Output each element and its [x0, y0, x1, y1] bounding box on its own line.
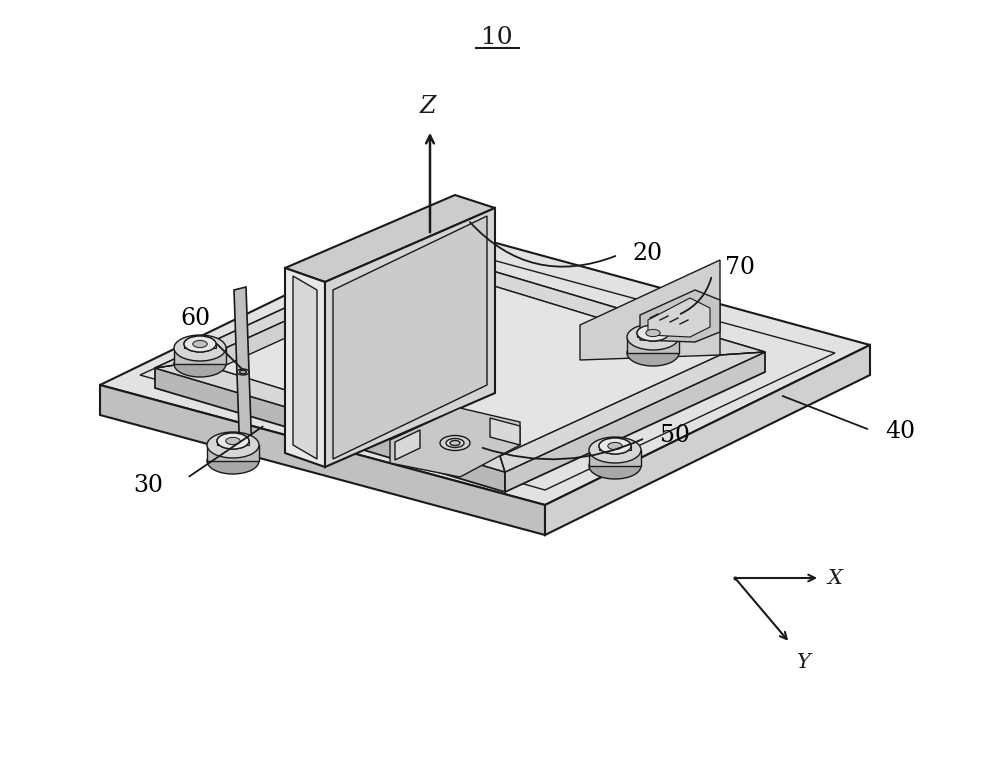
Text: 50: 50	[660, 424, 690, 447]
Text: 60: 60	[180, 307, 210, 330]
Text: Z: Z	[420, 95, 436, 118]
Polygon shape	[155, 362, 505, 472]
Ellipse shape	[599, 438, 631, 454]
Text: 10: 10	[481, 27, 513, 50]
Polygon shape	[490, 418, 520, 445]
Polygon shape	[627, 337, 679, 353]
Polygon shape	[599, 446, 631, 450]
Polygon shape	[184, 344, 216, 348]
Polygon shape	[333, 216, 487, 459]
Polygon shape	[545, 345, 870, 535]
Ellipse shape	[226, 437, 240, 444]
Ellipse shape	[627, 324, 679, 350]
Polygon shape	[293, 276, 317, 459]
Polygon shape	[207, 445, 259, 461]
Polygon shape	[195, 262, 435, 370]
Polygon shape	[155, 248, 765, 472]
Polygon shape	[325, 208, 495, 467]
Polygon shape	[285, 195, 495, 282]
Polygon shape	[234, 287, 252, 458]
Ellipse shape	[450, 440, 460, 446]
Polygon shape	[285, 268, 325, 467]
Ellipse shape	[608, 443, 622, 450]
Polygon shape	[155, 368, 505, 492]
Polygon shape	[100, 225, 870, 505]
Text: 20: 20	[632, 241, 662, 264]
Text: 70: 70	[725, 257, 755, 280]
Polygon shape	[505, 352, 765, 492]
Ellipse shape	[237, 369, 249, 375]
Ellipse shape	[184, 336, 216, 352]
Polygon shape	[648, 298, 710, 337]
Polygon shape	[637, 333, 669, 337]
Ellipse shape	[637, 325, 669, 341]
Polygon shape	[390, 408, 520, 477]
Ellipse shape	[440, 436, 470, 450]
Ellipse shape	[637, 325, 669, 341]
Ellipse shape	[207, 448, 259, 474]
Polygon shape	[580, 260, 720, 360]
Ellipse shape	[174, 351, 226, 377]
Polygon shape	[155, 248, 415, 368]
Polygon shape	[140, 243, 835, 490]
Ellipse shape	[599, 438, 631, 454]
Ellipse shape	[174, 335, 226, 361]
Ellipse shape	[184, 336, 216, 352]
Ellipse shape	[627, 340, 679, 366]
Text: X: X	[827, 568, 842, 588]
Text: 40: 40	[885, 421, 915, 444]
Ellipse shape	[646, 329, 660, 336]
Polygon shape	[589, 450, 641, 466]
Ellipse shape	[207, 432, 259, 458]
Ellipse shape	[589, 437, 641, 463]
Polygon shape	[195, 262, 720, 456]
Polygon shape	[415, 248, 765, 355]
Polygon shape	[395, 430, 420, 460]
Ellipse shape	[193, 340, 207, 348]
Ellipse shape	[217, 433, 249, 449]
Text: Y: Y	[797, 653, 811, 672]
Ellipse shape	[589, 453, 641, 479]
Polygon shape	[217, 441, 249, 445]
Ellipse shape	[217, 433, 249, 449]
Polygon shape	[640, 290, 720, 342]
Polygon shape	[174, 348, 226, 364]
Polygon shape	[500, 352, 765, 472]
Ellipse shape	[240, 370, 246, 374]
Text: 30: 30	[133, 473, 163, 496]
Polygon shape	[100, 385, 545, 535]
Ellipse shape	[446, 438, 464, 447]
